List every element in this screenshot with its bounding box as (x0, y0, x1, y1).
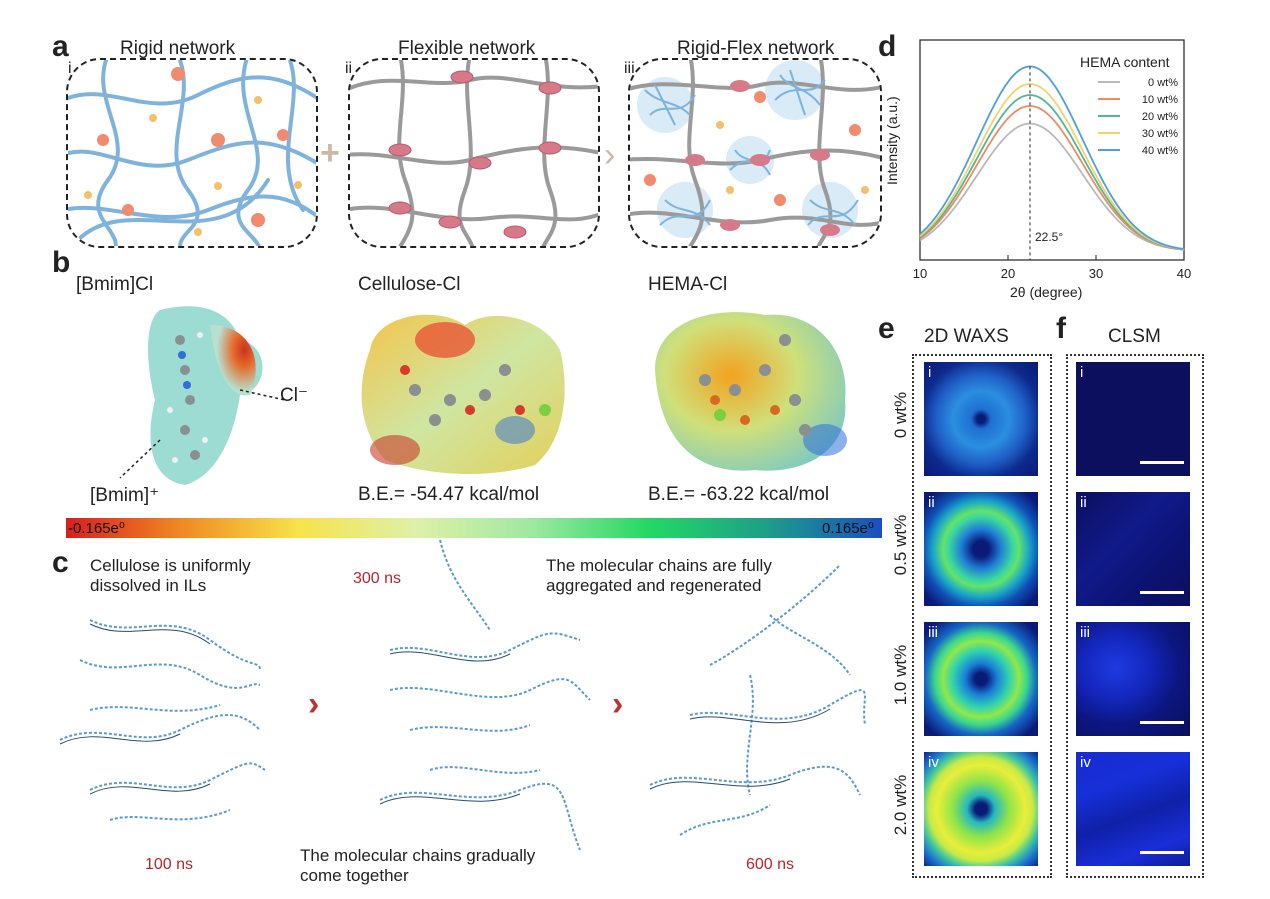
md-snapshot-300ns (379, 539, 591, 851)
clsm-image-2: iii (1076, 622, 1190, 736)
chart-frame (919, 39, 1185, 261)
roman-iii-rigid-flex: iii (624, 60, 635, 77)
network-title-flexible: Flexible network (398, 38, 536, 59)
chart-xlabel: 2θ (degree) (1010, 284, 1083, 300)
waxs-row-label-0: 0 wt% (891, 391, 910, 439)
waxs-roman-1: ii (928, 494, 935, 511)
waxs-frame (912, 354, 1052, 878)
series-line-1 (919, 105, 1185, 251)
caption-100ns: Cellulose is uniformly dissolved in ILs (90, 556, 251, 595)
colorbar-min-label: -0.165e⁰ (68, 520, 125, 537)
caption-600ns: The molecular chains are fully aggregate… (546, 556, 772, 595)
rigid-network-illustration (68, 60, 316, 246)
legend-label-1: 10 wt% (1142, 94, 1178, 106)
molecule-name-cellulose-cl: Cellulose-Cl (358, 274, 461, 295)
time-100ns: 100 ns (145, 856, 194, 873)
x-tick-label: 40 (1177, 266, 1191, 281)
legend-label-4: 40 wt% (1142, 145, 1178, 157)
clsm-scalebar-0 (1140, 461, 1184, 464)
cellulose-cl-esp-surface (361, 314, 565, 475)
clsm-roman-2: iii (1080, 624, 1090, 641)
clsm-scalebar-1 (1140, 591, 1184, 594)
caption-300ns: The molecular chains gradually come toge… (300, 846, 536, 885)
annotation-bmim-cation: [Bmim]⁺ (90, 485, 160, 506)
chevron-1: › (308, 685, 320, 723)
annotation-arrows (119, 389, 286, 479)
rigid-flex-network-box (628, 58, 882, 248)
clsm-scalebar-2 (1140, 721, 1184, 724)
binding-energy-hema: B.E.= -63.22 kcal/mol (648, 484, 830, 505)
chevron-2: › (612, 685, 624, 723)
flexible-network-illustration (350, 60, 598, 246)
series-line-4 (919, 65, 1185, 250)
molecule-name-bmimcl: [Bmim]Cl (76, 274, 154, 295)
waxs-roman-0: i (928, 364, 932, 381)
clsm-roman-0: i (1080, 364, 1084, 381)
x-tick-label: 20 (1001, 266, 1015, 281)
clsm-image-0: i (1076, 362, 1190, 476)
chart-legend-title: HEMA content (1080, 54, 1170, 70)
time-300ns: 300 ns (353, 570, 402, 587)
waxs-row-label-2: 1.0 wt% (891, 644, 910, 706)
panel-letter-e: e (878, 312, 895, 345)
series-line-2 (919, 94, 1185, 251)
series-line-0 (919, 122, 1185, 251)
waxs-title: 2D WAXS (924, 326, 1009, 347)
clsm-title: CLSM (1108, 326, 1161, 347)
clsm-frame (1066, 354, 1204, 878)
x-tick-label: 10 (913, 266, 927, 281)
legend-label-0: 0 wt% (1148, 77, 1178, 89)
panel-letter-b: b (52, 246, 71, 279)
chart-ylabel: Intensity (a.u.) (884, 96, 900, 185)
clsm-roman-1: ii (1080, 494, 1087, 511)
md-snapshot-600ns (649, 564, 866, 836)
waxs-roman-2: iii (928, 624, 938, 641)
clsm-image-1: ii (1076, 492, 1190, 606)
series-line-3 (919, 83, 1185, 251)
clsm-image-3: iv (1076, 752, 1190, 866)
waxs-image-0: i (924, 362, 1038, 476)
panel-letter-f: f (1056, 312, 1066, 345)
legend-label-2: 20 wt% (1142, 111, 1178, 123)
waxs-image-2: iii (924, 622, 1038, 736)
waxs-row-label-1: 0.5 wt% (891, 514, 910, 576)
bmimcl-esp-surface (148, 306, 263, 485)
hema-cl-esp-surface (655, 312, 847, 471)
time-600ns: 600 ns (746, 856, 795, 873)
roman-i-rigid: i (68, 60, 72, 77)
md-snapshot-100ns (59, 619, 266, 821)
waxs-image-3: iv (924, 752, 1038, 866)
clsm-scalebar-3 (1140, 851, 1184, 854)
waxs-row-label-3: 2.0 wt% (891, 774, 910, 836)
panel-letter-a: a (52, 30, 69, 63)
network-title-rigid-flex: Rigid-Flex network (677, 38, 835, 59)
x-tick-label: 30 (1089, 266, 1103, 281)
flexible-network-box (348, 58, 600, 248)
clsm-roman-3: iv (1080, 754, 1091, 771)
panel-letter-c: c (52, 546, 69, 579)
legend-label-3: 30 wt% (1142, 128, 1178, 140)
rigid-network-box (66, 58, 318, 248)
annotation-cl-anion: Cl⁻ (280, 385, 308, 406)
arrow-symbol: › (604, 136, 616, 174)
colorbar-max-label: 0.165e⁰ (822, 520, 874, 537)
plus-symbol: + (320, 134, 340, 172)
network-title-rigid: Rigid network (120, 38, 236, 59)
waxs-roman-3: iv (928, 754, 939, 771)
rigid-flex-network-illustration (630, 60, 880, 246)
binding-energy-cellulose: B.E.= -54.47 kcal/mol (358, 484, 540, 505)
chart-peak-annotation: 22.5° (1035, 230, 1064, 244)
waxs-image-1: ii (924, 492, 1038, 606)
esp-colorbar (66, 518, 882, 538)
molecule-name-hema-cl: HEMA-Cl (648, 274, 728, 295)
xrd-chart: 10 20 30 40 0 wt% 10 wt% 20 wt% 30 wt% 40 wt% (913, 39, 1191, 281)
roman-ii-flexible: ii (345, 60, 353, 77)
panel-letter-d: d (878, 30, 897, 63)
